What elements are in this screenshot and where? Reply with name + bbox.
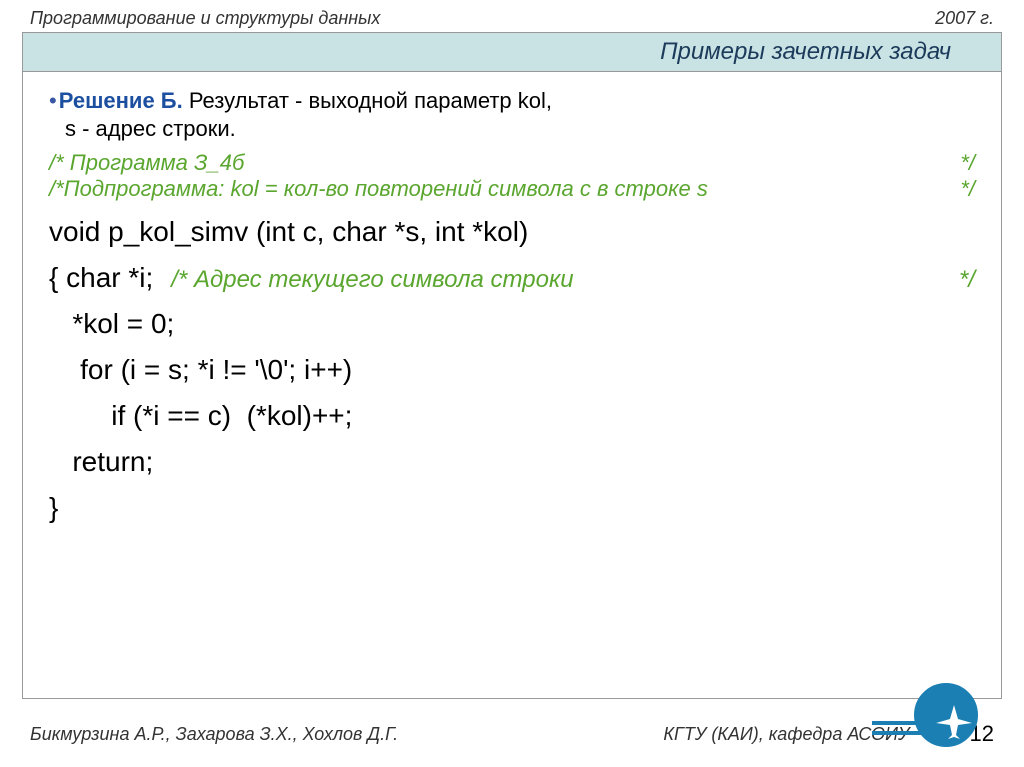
top-header: Программирование и структуры данных 2007… — [30, 8, 994, 29]
code-line-6: return; — [49, 446, 975, 478]
header-left: Программирование и структуры данных — [30, 8, 380, 29]
comment-program-left: /* Программа З_4б — [49, 150, 244, 176]
solution-line: •Решение Б. Результат - выходной парамет… — [49, 88, 975, 114]
footer-left: Бикмурзина А.Р., Захарова З.Х., Хохлов Д… — [30, 724, 398, 745]
comment-program: /* Программа З_4б */ — [49, 150, 975, 176]
code-line-4: for (i = s; *i != '\0'; i++) — [49, 354, 975, 386]
plane-icon — [932, 701, 976, 745]
logo — [914, 683, 984, 753]
code-line-7: } — [49, 492, 975, 524]
solution-label: Решение Б. — [59, 88, 183, 113]
comment-sub: /*Подпрограмма: kol = кол-во повторений … — [49, 176, 975, 202]
code-line-2-comment-left: /* Адрес текущего символа строки — [171, 266, 573, 294]
logo-ring — [914, 683, 978, 747]
title-bar: Примеры зачетных задач — [22, 32, 1002, 72]
comment-program-right: */ — [960, 150, 975, 176]
code-line-2-comment-right: */ — [959, 266, 975, 294]
code-line-2-code: { char *i; — [49, 262, 153, 294]
code-line-2-comment: /* Адрес текущего символа строки */ — [171, 266, 975, 294]
slide: Программирование и структуры данных 2007… — [0, 0, 1024, 767]
slide-title: Примеры зачетных задач — [660, 38, 951, 66]
solution-rest: Результат - выходной параметр kol, — [183, 88, 552, 113]
content-area: •Решение Б. Результат - выходной парамет… — [22, 72, 1002, 699]
code-line-2: { char *i; /* Адрес текущего символа стр… — [49, 262, 975, 294]
bullet: • — [49, 88, 57, 113]
comment-sub-right: */ — [960, 176, 975, 202]
code-line-5: if (*i == c) (*kol)++; — [49, 400, 975, 432]
solution-line-2: s - адрес строки. — [65, 116, 975, 142]
code-line-1: void p_kol_simv (int c, char *s, int *ko… — [49, 216, 975, 248]
code-line-3: *kol = 0; — [49, 308, 975, 340]
footer: Бикмурзина А.Р., Захарова З.Х., Хохлов Д… — [30, 721, 994, 747]
header-right: 2007 г. — [935, 8, 994, 29]
comment-sub-left: /*Подпрограмма: kol = кол-во повторений … — [49, 176, 708, 202]
